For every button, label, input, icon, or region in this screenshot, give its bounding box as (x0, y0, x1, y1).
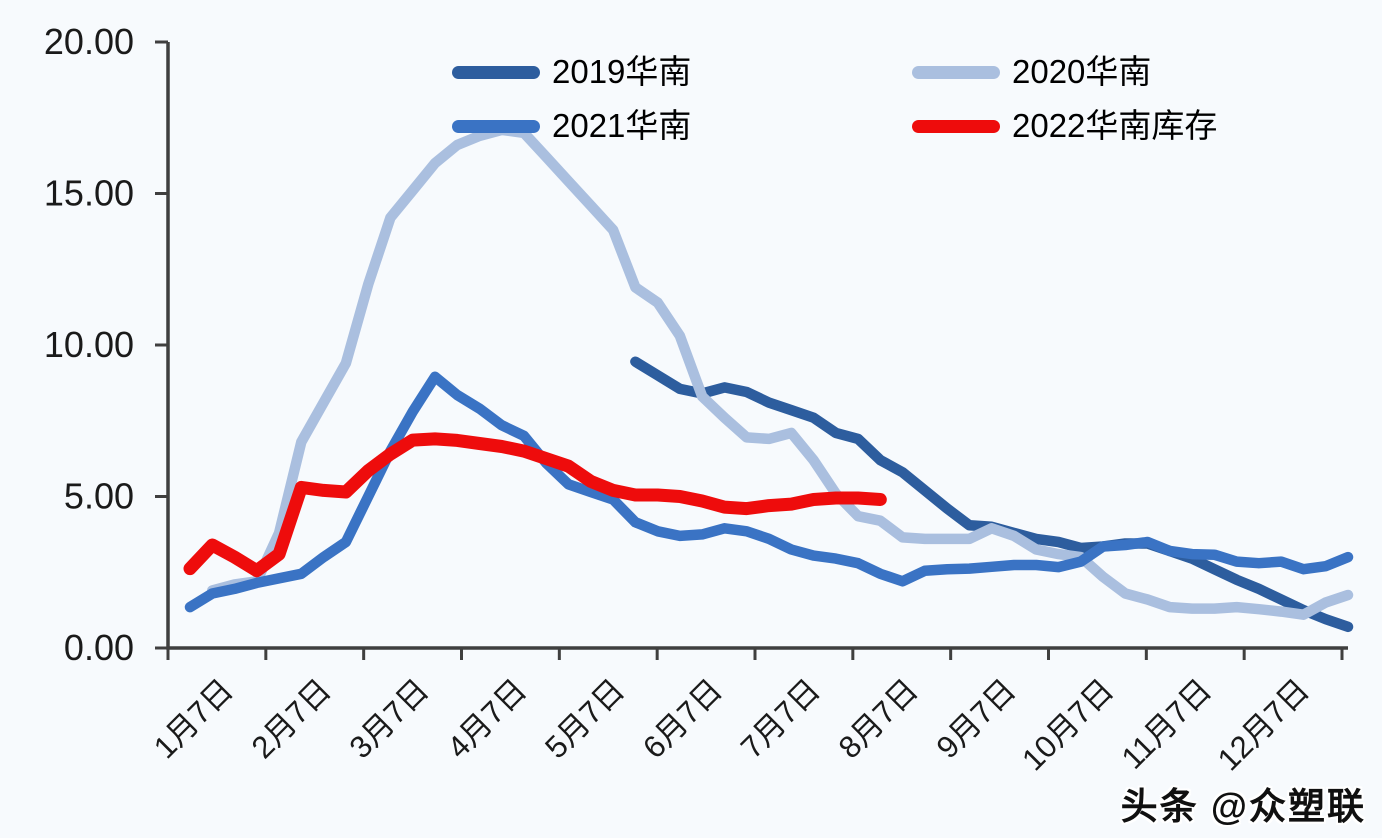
x-tick-label: 3月7日 (343, 672, 436, 765)
x-tick-label: 12月7日 (1211, 672, 1316, 777)
legend-label-2022: 2022华南库存 (1012, 107, 1218, 144)
legend-label-2020: 2020华南 (1012, 53, 1152, 90)
x-tick-label: 10月7日 (1015, 672, 1120, 777)
x-tick-label: 9月7日 (930, 672, 1023, 765)
x-tick-label: 5月7日 (538, 672, 631, 765)
x-tick-label: 8月7日 (832, 672, 925, 765)
legend-marker-2019 (452, 65, 540, 79)
series-line-2 (184, 371, 1354, 613)
x-tick-label: 2月7日 (245, 672, 338, 765)
y-tick-label: 0.00 (64, 627, 134, 668)
legend-item-2019: 2019华南 (452, 52, 691, 92)
series-line-0 (630, 356, 1354, 633)
y-tick-label: 20.00 (44, 21, 134, 62)
series-line-1 (207, 124, 1354, 620)
legend-marker-2022 (912, 119, 1000, 133)
x-tick-label: 4月7日 (440, 672, 533, 765)
x-tick-label: 6月7日 (636, 672, 729, 765)
legend-label-2021: 2021华南 (552, 107, 692, 144)
legend-item-2020: 2020华南 (912, 52, 1151, 92)
y-tick-label: 5.00 (64, 476, 134, 517)
y-tick-label: 10.00 (44, 324, 134, 365)
legend-label-2019: 2019华南 (552, 53, 692, 90)
legend-marker-2020 (912, 65, 1000, 79)
x-tick-label: 11月7日 (1115, 672, 1219, 776)
legend-marker-2021 (452, 119, 540, 133)
watermark: 头条 @众塑联 (1120, 786, 1366, 827)
y-tick-label: 15.00 (44, 173, 134, 214)
legend-item-2021: 2021华南 (452, 106, 691, 146)
x-tick-label: 7月7日 (734, 672, 827, 765)
legend-item-2022: 2022华南库存 (912, 106, 1217, 146)
series-line-3 (183, 432, 887, 578)
x-tick-label: 1月7日 (147, 672, 240, 765)
